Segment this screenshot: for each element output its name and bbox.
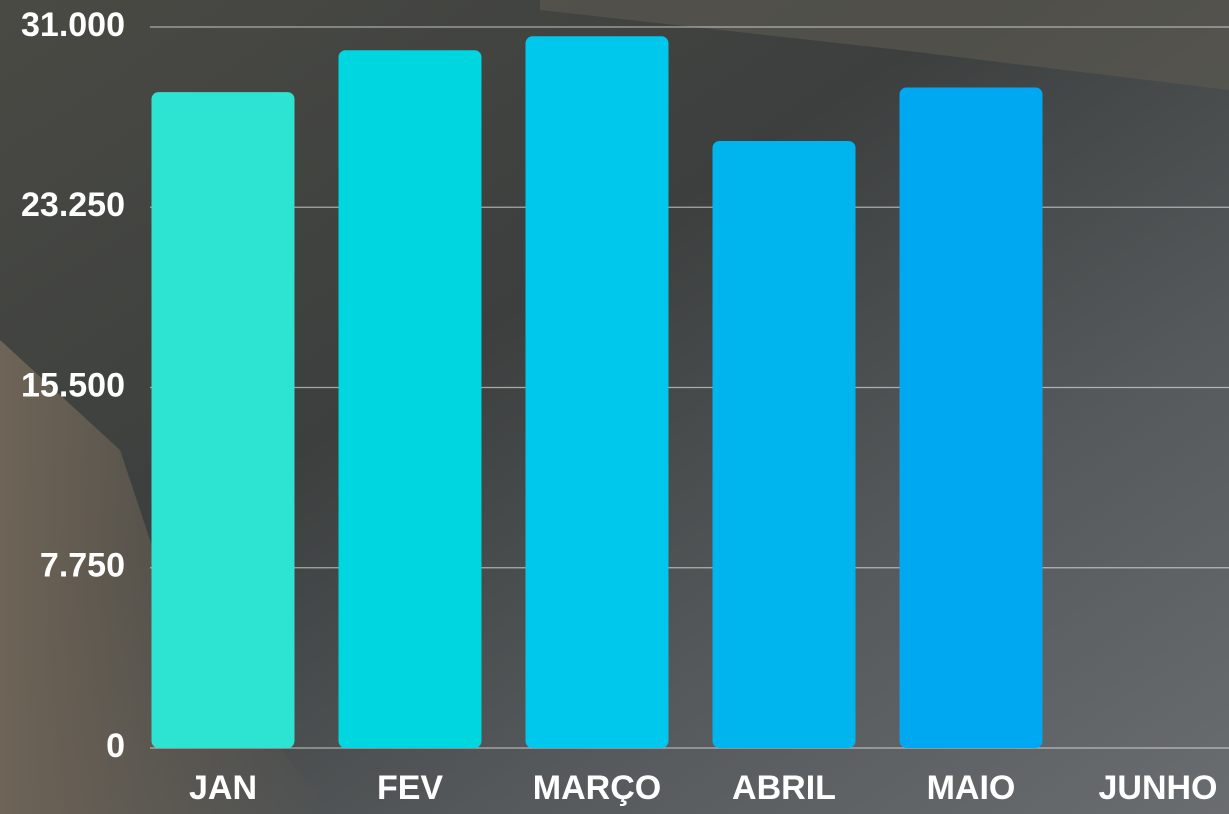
bar <box>712 140 856 748</box>
y-tick-label: 0 <box>106 727 125 765</box>
bar <box>151 92 295 749</box>
y-tick-label: 7.750 <box>40 547 125 585</box>
wall <box>540 0 1229 90</box>
x-tick-label: JAN <box>189 769 257 807</box>
bar <box>525 36 669 749</box>
x-tick-label: FEV <box>377 769 443 807</box>
y-tick-label: 15.500 <box>21 366 125 404</box>
bar <box>338 50 482 749</box>
x-tick-label: ABRIL <box>732 769 836 807</box>
y-tick-label: 31.000 <box>21 6 125 44</box>
y-tick-label: 23.250 <box>21 186 125 224</box>
x-tick-label: MAIO <box>927 769 1016 807</box>
x-tick-label: JUNHO <box>1098 769 1217 807</box>
x-tick-label: MARÇO <box>533 769 661 807</box>
bar <box>899 87 1043 749</box>
riverbank <box>0 340 330 814</box>
